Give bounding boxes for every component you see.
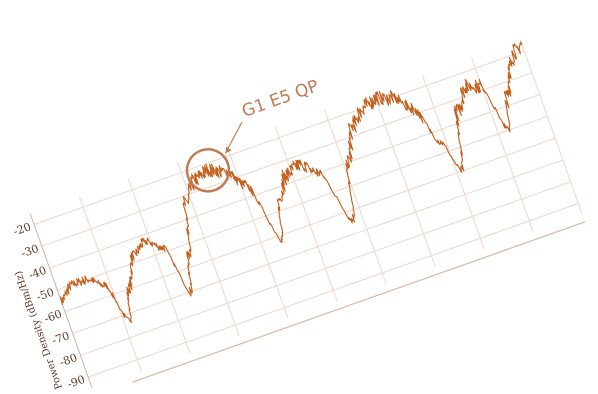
y-tick-label: -80 xyxy=(58,351,79,369)
y-tick-label: -90 xyxy=(66,373,87,390)
grid-line-v xyxy=(519,39,583,215)
grid-line-v xyxy=(176,161,240,337)
series-group xyxy=(59,41,522,324)
grid xyxy=(33,39,583,378)
series-line xyxy=(59,41,522,324)
grid-line-v xyxy=(421,74,485,250)
x-axis-line xyxy=(132,221,586,383)
plot-group: -20-30-40-50-60-70-80-90 Power Density (… xyxy=(12,39,586,391)
y-tick-label: -40 xyxy=(27,264,48,282)
grid-line-v xyxy=(78,196,142,371)
y-tick-label: -50 xyxy=(35,286,56,304)
annotation-arrowhead xyxy=(225,146,232,154)
y-tick-label: -70 xyxy=(50,329,71,347)
y-tick-label: -30 xyxy=(19,242,40,260)
y-ticks: -20 -30 -40 -50 -60 -70 -80 -90 xyxy=(12,220,87,391)
grid-line-v xyxy=(323,109,387,285)
annotation-circle xyxy=(185,148,231,193)
grid-line-v xyxy=(372,91,436,267)
y-tick-label: -20 xyxy=(12,220,33,238)
grid-line-v xyxy=(274,126,338,302)
grid-line-v xyxy=(225,144,289,319)
grid-line-v xyxy=(127,178,191,354)
y-tick-label: -60 xyxy=(43,307,64,325)
